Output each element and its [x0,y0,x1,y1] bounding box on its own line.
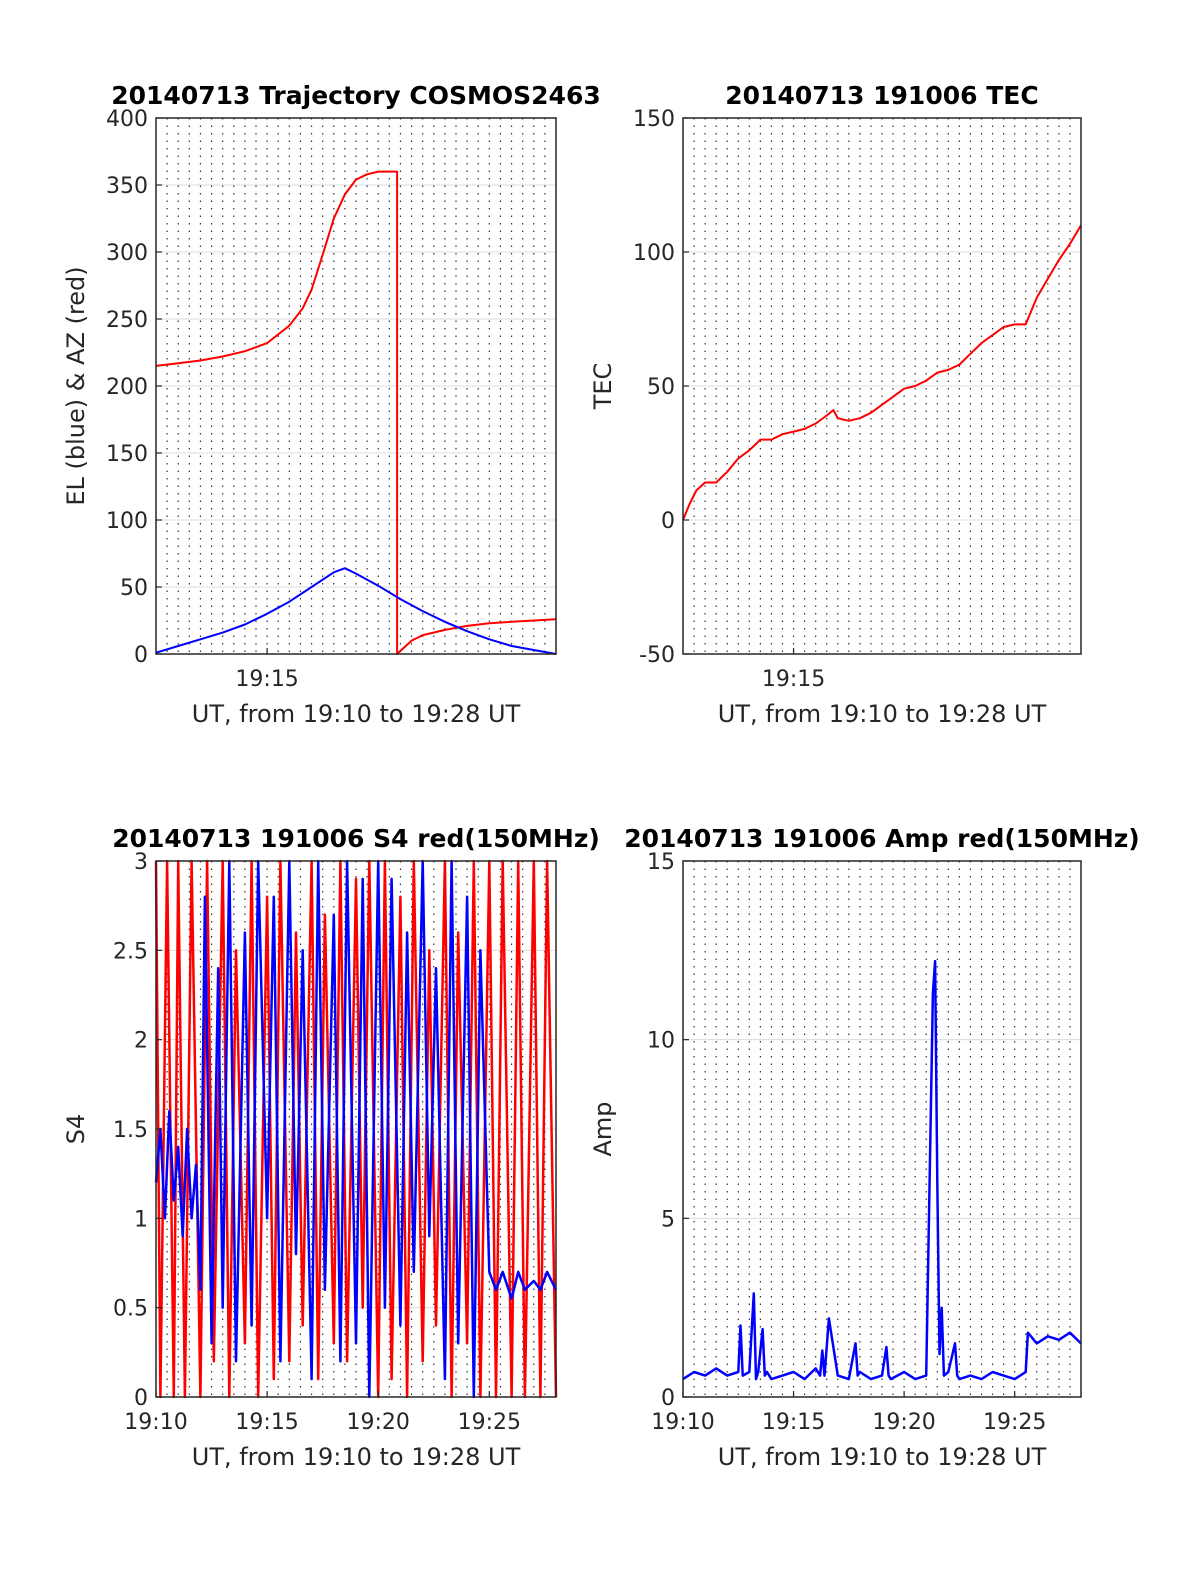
plot-frame [682,860,1082,1398]
y-tick-label: 50 [120,576,148,601]
y-tick-label: 200 [106,375,148,400]
y-tick-label: 0 [661,1386,675,1411]
y-tick-label: 5 [661,1207,675,1232]
y-tick-label: -50 [639,643,675,668]
x-axis-label: UT, from 19:10 to 19:28 UT [192,1443,521,1471]
y-tick-label: 0 [134,643,148,668]
y-axis-label: Amp [589,1101,617,1156]
panel-trajectory: 0 50 100 150 200 250 300 350 400 19:15 20140713 T… [62,81,601,728]
y-tick-label: 400 [106,107,148,132]
panel-tec: -50 0 50 100 150 19:15 20140713 191006 TEC UT… [589,81,1082,728]
y-tick-label: 150 [633,107,675,132]
x-tick-label: 19:15 [762,667,825,692]
series-blue-line [154,859,558,1399]
y-tick-label: 1.5 [113,1118,148,1143]
chart-title: 20140713 191006 S4 red(150MHz) [112,824,600,853]
series-amp-line [682,959,1082,1381]
y-axis-label: EL (blue) & AZ (red) [62,266,90,505]
series-el-line [155,567,557,655]
y-tick-label: 10 [647,1029,675,1054]
x-tick-label: 19:15 [235,667,298,692]
y-tick-label: 100 [633,241,675,266]
y-axis-label: TEC [589,363,617,411]
x-tick-label: 19:10 [651,1410,714,1435]
series-tec-line [682,224,1082,521]
y-tick-label: 0 [661,509,675,534]
chart-title: 20140713 191006 TEC [725,81,1038,110]
y-tick-label: 2.5 [113,939,148,964]
x-tick-label: 19:15 [762,1410,825,1435]
y-tick-label: 150 [106,442,148,467]
x-tick-label: 19:25 [983,1410,1046,1435]
y-tick-label: 0.5 [113,1297,148,1322]
x-axis-label: UT, from 19:10 to 19:28 UT [192,700,521,728]
chart-title: 20140713 Trajectory COSMOS2463 [111,81,601,110]
y-tick-label: 15 [647,850,675,875]
y-tick-label: 3 [134,850,148,875]
x-tick-label: 19:10 [124,1410,187,1435]
panel-amp: 0 5 10 15 19:10 19:15 19:20 19:25 20140713 1910… [589,824,1140,1471]
x-tick-label: 19:15 [235,1410,298,1435]
panel-s4: 0 0.5 1 1.5 2 2.5 3 19:10 19:15 19:20 19:25 201407… [62,824,600,1471]
y-tick-label: 50 [647,375,675,400]
chart-title: 20140713 191006 Amp red(150MHz) [624,824,1140,853]
series-az-line [155,170,557,655]
y-tick-label: 100 [106,509,148,534]
y-axis-label: S4 [62,1114,90,1145]
y-tick-label: 300 [106,241,148,266]
y-tick-label: 250 [106,308,148,333]
y-tick-label: 2 [134,1029,148,1054]
x-tick-label: 19:20 [872,1410,935,1435]
y-tick-label: 1 [134,1207,148,1232]
x-axis-label: UT, from 19:10 to 19:28 UT [718,1443,1047,1471]
y-tick-label: 0 [134,1386,148,1411]
x-tick-label: 19:25 [458,1410,521,1435]
x-axis-label: UT, from 19:10 to 19:28 UT [718,700,1047,728]
x-tick-label: 19:20 [347,1410,410,1435]
y-tick-label: 350 [106,174,148,199]
